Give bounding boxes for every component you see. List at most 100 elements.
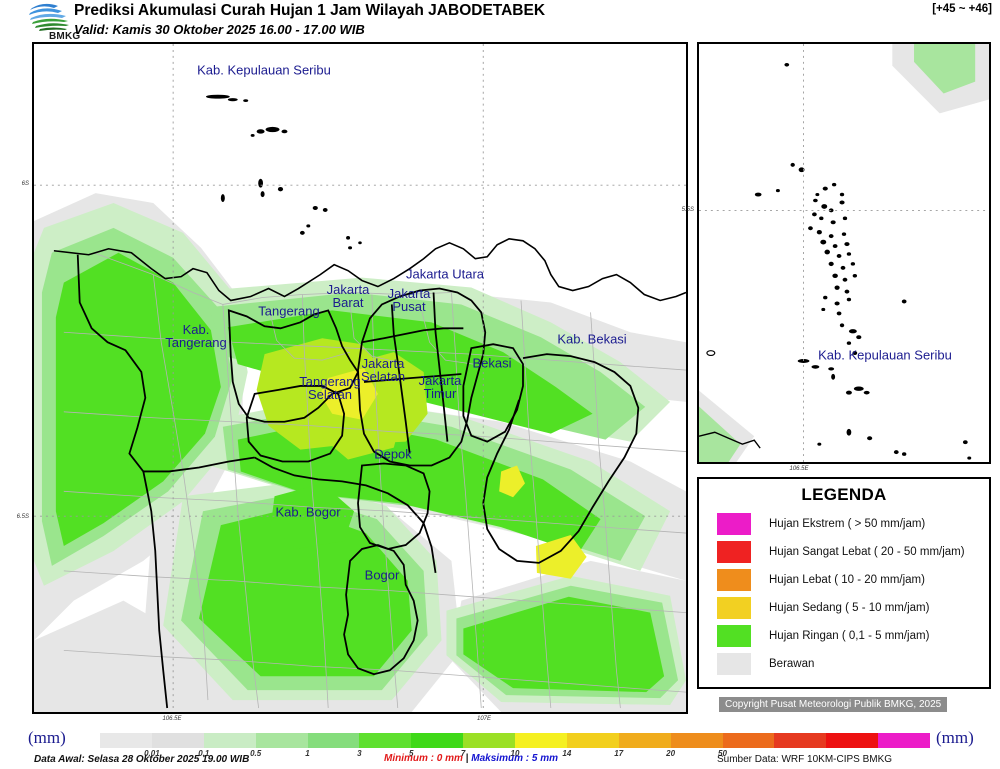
min-max-readout: Minimum : 0 mm | Maksimum : 5 mm [384,753,558,764]
maksimum-value: 5 mm [531,753,558,764]
colorbar-segment-2 [203,733,256,748]
map-label-depok: Depok [374,446,412,462]
colorbar [100,733,930,748]
map-label-jakarta-timur-line2: Timur [423,386,457,401]
minimum-label: Minimum : [384,753,434,764]
inset-map-label-layer: Kab. Kepulauan Seribu [699,44,989,462]
map-label-jakarta-selatan-line2: Selatan [360,369,406,384]
colorbar-segment-13 [774,733,827,748]
page-title: Prediksi Akumulasi Curah Hujan 1 Jam Wil… [74,2,546,19]
legend-row-ringan: Hujan Ringan ( 0,1 - 5 mm/jam) [699,622,989,650]
legend-label-lebat: Hujan Lebat ( 10 - 20 mm/jam) [769,574,925,586]
inset-graticule [699,44,989,462]
legend-row-ekstrem: Hujan Ekstrem ( > 50 mm/jam) [699,510,989,538]
legend-row-sedang: Hujan Sedang ( 5 - 10 mm/jam) [699,594,989,622]
valid-time-subtitle: Valid: Kamis 30 Oktober 2025 16.00 - 17.… [74,22,365,37]
seribu-islands [205,94,362,250]
colorbar-segment-1 [151,733,204,748]
legend-label-sangat-lebat: Hujan Sangat Lebat ( 20 - 50 mm/jam) [769,546,965,558]
main-map-lon-tick-1065e: 106.5E [162,716,182,722]
coastline-main [53,238,686,302]
legend-swatch-ekstrem [717,513,751,535]
colorbar-tick-14: 14 [562,749,572,758]
precip-yellow-layer [320,368,587,579]
colorbar-segment-8 [515,733,567,748]
minmax-separator: | [465,753,469,764]
colorbar-segment-11 [670,733,723,748]
colorbar-segment-3 [255,733,308,748]
legend-label-berawan: Berawan [769,658,815,670]
inset-seribu-islands [754,63,972,460]
minimum-value: 0 mm [436,753,463,764]
legend-label-ekstrem: Hujan Ekstrem ( > 50 mm/jam) [769,518,926,530]
legend-swatch-sedang [717,597,751,619]
legend-swatch-ringan [717,625,751,647]
bmkg-logo-icon [27,1,73,33]
graticule [34,44,686,712]
map-label-jakarta-pusat-line1: Jakarta [387,286,431,301]
main-map-lon-tick-107e: 107E [476,716,492,722]
colorbar-tick-50: 50 [718,749,727,758]
map-label-kab-tangerang-line2: Tangerang [165,335,227,350]
colorbar-tick-1: 1 [305,749,310,758]
colorbar-unit-right: (mm) [936,728,974,747]
subdistrict-boundaries [63,252,686,709]
map-label-jakarta-utara: Jakarta Utara [405,266,485,282]
map-label-tangerang: Tangerang [258,303,320,319]
map-label-kab-bekasi: Kab. Bekasi [557,331,627,347]
map-label-bogor: Bogor [364,567,400,583]
colorbar-tick-3: 3 [357,749,362,758]
legend-row-berawan: Berawan [699,650,989,678]
data-awal-text: Data Awal: Selasa 28 Oktober 2025 19.00 … [34,754,250,765]
legend-label-sedang: Hujan Sedang ( 5 - 10 mm/jam) [769,602,930,614]
maksimum-label: Maksimum : [471,753,530,764]
colorbar-tick-5: 5 [409,749,414,758]
copyright-banner: Copyright Pusat Meteorologi Publik BMKG,… [719,697,948,712]
map-label-jakarta-barat-line1: Jakarta [326,282,370,297]
inset-map-graphic [699,44,989,462]
bmkg-logo: BMKG [24,1,80,43]
colorbar-segment-14 [826,733,879,748]
colorbar-segment-7 [463,733,515,748]
legend-title: LEGENDA [801,485,887,504]
map-label-tangerang-selatan-line2: Selatan [307,387,353,402]
map-label-kab-tangerang-line1: Kab. [182,322,210,337]
main-map-label-layer: Kab. Kepulauan Seribu Jakarta Utara Jaka… [34,44,686,712]
legend-swatch-berawan [717,653,751,675]
map-label-jakarta-timur-line1: Jakarta [418,373,462,388]
inset-map-lat-tick-55s: 5.5S [681,207,694,213]
map-label-jakarta-selatan: Jakarta Selatan [361,357,405,383]
map-label-jakarta-pusat: Jakarta Pusat [388,287,431,313]
colorbar-segment-9 [566,733,619,748]
main-map-lat-tick-6s: 6S [21,181,29,187]
map-label-jakarta-barat: Jakarta Barat [327,283,370,309]
map-label-tangerang-selatan: Tangerang Selatan [299,375,360,401]
main-map-panel[interactable]: Kab. Kepulauan Seribu Jakarta Utara Jaka… [32,42,688,714]
colorbar-tick-17: 17 [614,749,624,758]
bmkg-logo-text: BMKG [49,31,81,42]
forecast-hour-range: [+45 ~ +46] [932,3,992,15]
main-map-graphic [34,44,686,712]
inset-map-panel[interactable]: Kab. Kepulauan Seribu [697,42,991,464]
map-label-jakarta-pusat-line2: Pusat [392,299,426,314]
colorbar-tick-10: 10 [510,749,520,758]
colorbar-unit-left: (mm) [28,728,66,747]
legend-label-ringan: Hujan Ringan ( 0,1 - 5 mm/jam) [769,630,930,642]
colorbar-segment-4 [307,733,360,748]
regency-boundaries [76,254,640,709]
colorbar-tick-0.5: 0.5 [250,749,262,758]
legend-row-sangat-lebat: Hujan Sangat Lebat ( 20 - 50 mm/jam) [699,538,989,566]
colorbar-segment-12 [722,733,775,748]
colorbar-segment-10 [618,733,671,748]
map-label-jakarta-selatan-line1: Jakarta [361,356,405,371]
map-label-jakarta-timur: Jakarta Timur [419,374,462,400]
map-label-kab-tangerang: Kab. Tangerang [165,323,226,349]
colorbar-segment-5 [359,733,412,748]
map-label-kab-bogor: Kab. Bogor [275,504,341,520]
colorbar-tick-0.1: 0.1 [198,749,210,758]
data-source-text: Sumber Data: WRF 10KM-CIPS BMKG [717,754,893,765]
map-label-bekasi: Bekasi [472,355,512,371]
colorbar-segment-15 [878,733,930,748]
legend-box: LEGENDA Hujan Ekstrem ( > 50 mm/jam) Huj… [697,477,991,689]
